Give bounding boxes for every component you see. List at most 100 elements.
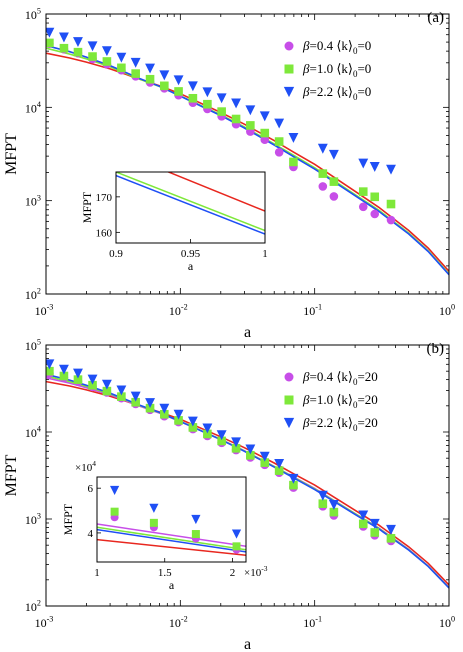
legend-suffix: =20 bbox=[357, 415, 377, 430]
triangle-point bbox=[386, 524, 396, 535]
square-point bbox=[217, 107, 226, 116]
circle-point bbox=[274, 147, 284, 157]
legend-text: =2.2 ⟨k⟩ bbox=[309, 415, 352, 430]
x-tick-label-base: 10 bbox=[303, 304, 315, 318]
panel-b: 10-3 10-2 10-1 100102103104105aMFPT(b)β=0.4… bbox=[3, 338, 455, 652]
y-axis-label: MFPT bbox=[3, 133, 20, 175]
triangle-point bbox=[130, 391, 141, 402]
x-tick-label-exp: -3 bbox=[47, 303, 54, 312]
legend-marker bbox=[283, 86, 295, 98]
y-tick-label-exp: 4 bbox=[37, 425, 41, 434]
square-point bbox=[145, 74, 155, 84]
y-tick-label: 102 bbox=[25, 599, 41, 614]
inset-content bbox=[97, 485, 246, 557]
y-tick-label-exp: 3 bbox=[37, 512, 41, 521]
inset-y-multiplier: ×104 bbox=[75, 459, 96, 474]
circle-point bbox=[318, 182, 328, 191]
triangle-point bbox=[187, 81, 198, 92]
x-tick-label-base: 10 bbox=[439, 616, 451, 630]
square-point bbox=[117, 392, 126, 401]
square-point bbox=[231, 443, 241, 453]
inset-x-tick-label: 2 bbox=[230, 567, 236, 579]
square-point bbox=[188, 423, 198, 432]
triangle-point bbox=[173, 75, 184, 86]
square-point bbox=[329, 177, 339, 186]
y-tick-label: 103 bbox=[25, 193, 41, 208]
legend-sub: 0 bbox=[353, 400, 358, 410]
circle-point bbox=[260, 135, 270, 145]
legend-label: β=0.4 ⟨k⟩0=20 bbox=[302, 369, 378, 387]
inset-y-label: MFPT bbox=[61, 503, 75, 535]
inset-x-tick-label: 0.95 bbox=[181, 248, 201, 260]
square-point bbox=[131, 397, 140, 407]
panel-a: 10-3 10-2 10-1 100102103104105aMFPT(a)β=0.4… bbox=[3, 7, 455, 341]
inset-red bbox=[97, 538, 246, 557]
circle-point bbox=[386, 215, 396, 225]
x-tick-label-base: 10 bbox=[169, 304, 181, 318]
triangle-point bbox=[58, 32, 69, 43]
legend-beta: β bbox=[302, 369, 310, 384]
square-point bbox=[160, 81, 169, 91]
x-tick-label-base: 10 bbox=[169, 616, 181, 630]
square-point bbox=[46, 366, 54, 376]
triangle-point bbox=[73, 37, 83, 48]
triangle-point bbox=[288, 132, 299, 143]
y-tick-label-base: 10 bbox=[25, 101, 37, 115]
triangle-point bbox=[274, 118, 285, 129]
x-tick-label: 10-1 bbox=[303, 615, 322, 630]
square-point bbox=[318, 499, 328, 508]
square-point bbox=[358, 187, 368, 196]
inset-x-tick-label: 1 bbox=[94, 567, 100, 579]
y-tick-label-exp: 2 bbox=[37, 287, 41, 296]
square-point bbox=[246, 121, 255, 130]
inset-green bbox=[116, 172, 265, 232]
legend-text: =2.2 ⟨k⟩ bbox=[309, 84, 352, 99]
panel-label: (b) bbox=[427, 341, 445, 357]
inset-x-multiplier-exp: -3 bbox=[261, 564, 267, 573]
legend-suffix: =20 bbox=[357, 369, 377, 384]
triangle-point bbox=[145, 398, 155, 409]
triangle-point bbox=[202, 423, 213, 434]
square-point bbox=[59, 43, 69, 53]
inset-blue bbox=[97, 528, 246, 553]
y-tick-label: 105 bbox=[25, 7, 41, 22]
inset-y-tick-label: 170 bbox=[96, 192, 113, 204]
square-point bbox=[88, 380, 97, 390]
triangle-point bbox=[386, 164, 396, 175]
triangle-point bbox=[231, 98, 242, 109]
square-point bbox=[274, 466, 284, 475]
y-tick-label-exp: 3 bbox=[37, 193, 41, 202]
legend-sub: 0 bbox=[353, 69, 358, 79]
legend-label: β=1.0 ⟨k⟩0=0 bbox=[302, 61, 371, 79]
square-point bbox=[102, 386, 112, 396]
triangle-point bbox=[369, 518, 380, 529]
legend-marker bbox=[284, 41, 294, 51]
square-point bbox=[188, 93, 198, 103]
square-point bbox=[73, 375, 83, 384]
inset-y-tick-label: 4 bbox=[88, 528, 94, 540]
triangle-point bbox=[73, 368, 83, 379]
y-tick-label: 104 bbox=[25, 100, 41, 115]
square-point bbox=[203, 99, 212, 109]
square-point bbox=[386, 199, 396, 209]
square-point bbox=[329, 507, 339, 517]
square-point bbox=[232, 542, 241, 551]
triangle-point bbox=[274, 458, 285, 469]
x-tick-label-exp: -1 bbox=[315, 303, 322, 312]
inset-red bbox=[166, 172, 265, 212]
x-axis-label: a bbox=[244, 636, 251, 652]
square-point bbox=[274, 137, 284, 146]
inset-y-label: MFPT bbox=[80, 191, 94, 223]
legend-beta: β bbox=[302, 38, 310, 53]
triangle-point bbox=[58, 364, 69, 375]
triangle-point bbox=[216, 93, 227, 104]
inset: 0.9 0.95 1 160 170 a MFPT bbox=[80, 171, 268, 273]
square-point bbox=[174, 416, 183, 425]
triangle-point bbox=[46, 359, 55, 370]
legend-marker bbox=[284, 372, 294, 382]
circle-point bbox=[329, 192, 339, 201]
plot-frame bbox=[45, 13, 450, 295]
legend-sub: 0 bbox=[353, 92, 358, 102]
square-point bbox=[370, 528, 380, 537]
